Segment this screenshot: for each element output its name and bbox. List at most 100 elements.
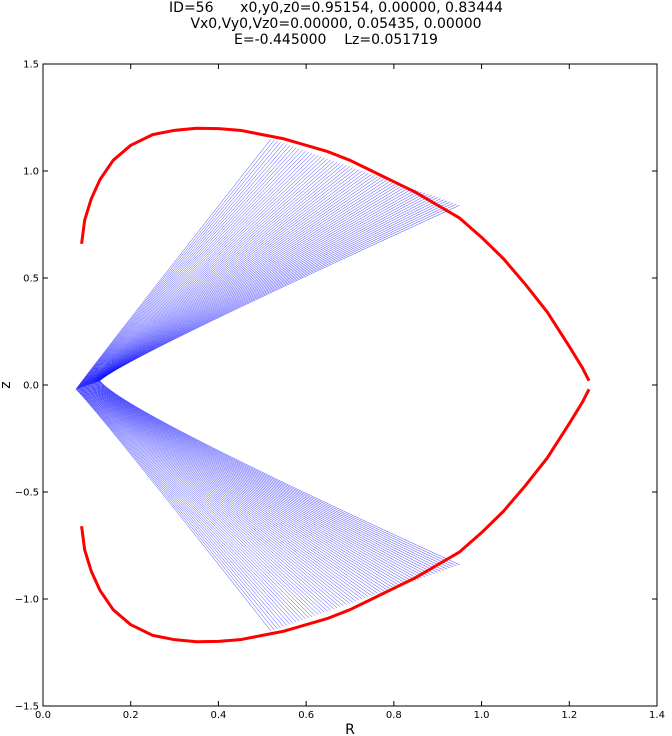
orbit-segment bbox=[80, 387, 309, 619]
orbit-segment bbox=[96, 381, 435, 574]
tick-layer: 0.0 0.2 0.4 0.6 0.8 1.0 1.2 1.4 −1.5 −1.0 −0.5 0.0 0… bbox=[15, 60, 665, 722]
y-axis-label: z bbox=[0, 381, 14, 388]
orbit-segment bbox=[94, 382, 423, 579]
title-line-3: E=-0.445000 Lz=0.051719 bbox=[234, 32, 438, 48]
orbit-segment bbox=[84, 385, 341, 607]
orbit-segment bbox=[88, 384, 375, 595]
orbit-segment bbox=[89, 384, 382, 593]
orbit-segment bbox=[82, 386, 325, 613]
orbit-segment bbox=[82, 386, 322, 614]
orbit-segment bbox=[81, 154, 316, 388]
orbit-segment bbox=[76, 139, 275, 390]
orbit-segment bbox=[85, 385, 350, 604]
orbit-segment bbox=[85, 385, 347, 605]
x-tick-label: 0.2 bbox=[123, 710, 139, 721]
orbit-segment bbox=[78, 387, 297, 623]
orbit-segment bbox=[82, 156, 322, 388]
boundary-curve-lower bbox=[80, 388, 591, 644]
x-tick-label: 1.0 bbox=[474, 710, 490, 721]
orbit-segment bbox=[78, 146, 294, 389]
orbit-series bbox=[75, 138, 460, 632]
y-tick-label: −0.5 bbox=[15, 488, 39, 499]
orbit-segment bbox=[92, 382, 407, 584]
x-tick-label: 0.6 bbox=[298, 710, 314, 721]
orbit-segment bbox=[90, 383, 388, 591]
orbit-segment bbox=[99, 205, 460, 381]
orbit-segment bbox=[83, 386, 335, 610]
y-tick-label: 0.5 bbox=[23, 274, 39, 285]
orbit-segment bbox=[79, 149, 303, 389]
orbit-segment bbox=[79, 387, 300, 622]
title-line-1: ID=56 x0,y0,z0=0.95154, 0.00000, 0.83444 bbox=[169, 0, 503, 16]
orbit-segment bbox=[92, 383, 401, 586]
orbit-segment bbox=[86, 385, 360, 601]
orbit-segment bbox=[81, 387, 316, 616]
orbit-segment bbox=[95, 382, 426, 578]
orbit-segment bbox=[91, 383, 394, 589]
orbit-segment bbox=[87, 384, 366, 599]
orbit-segment bbox=[80, 387, 306, 620]
x-tick-label: 1.2 bbox=[561, 710, 577, 721]
orbit-segment bbox=[88, 384, 369, 598]
orbit-segment bbox=[92, 383, 404, 585]
orbit-segment bbox=[97, 381, 445, 571]
x-axis-label: R bbox=[345, 722, 355, 736]
orbit-segment bbox=[96, 196, 435, 383]
orbit-segment bbox=[75, 389, 272, 632]
orbit-segment bbox=[86, 385, 357, 602]
orbit-segment bbox=[76, 140, 278, 390]
orbit-segment bbox=[96, 381, 432, 575]
orbit-segment bbox=[98, 380, 451, 569]
y-tick-label: 0.0 bbox=[23, 381, 39, 392]
orbit-segment bbox=[80, 150, 306, 388]
orbit-segment bbox=[83, 386, 331, 611]
y-tick-label: −1.5 bbox=[15, 702, 39, 713]
orbit-segment bbox=[80, 153, 313, 388]
orbit-segment bbox=[78, 388, 291, 625]
y-tick-label: 1.5 bbox=[23, 60, 39, 71]
orbit-segment bbox=[88, 384, 372, 596]
boundary-curve-upper bbox=[80, 126, 591, 382]
x-tick-label: 0.8 bbox=[386, 710, 402, 721]
x-tick-label: 0.0 bbox=[35, 710, 51, 721]
orbit-segment bbox=[78, 147, 297, 389]
orbit-segment bbox=[98, 381, 448, 570]
orbit-segment bbox=[99, 380, 454, 568]
orbit-segment bbox=[97, 197, 438, 382]
orbit-segment bbox=[87, 384, 363, 600]
orbit-segment bbox=[77, 388, 287, 626]
orbit-segment bbox=[89, 384, 379, 594]
orbit-segment bbox=[81, 155, 319, 388]
x-tick-label: 1.4 bbox=[649, 710, 665, 721]
plot-area bbox=[75, 126, 591, 644]
orbit-segment bbox=[94, 382, 419, 580]
orbit-segment bbox=[82, 386, 328, 612]
orbit-segment bbox=[95, 381, 429, 577]
orbit-segment bbox=[94, 382, 416, 581]
orbit-segment bbox=[99, 380, 457, 567]
orbit-segment bbox=[86, 385, 353, 603]
orbit-segment bbox=[91, 383, 397, 588]
orbit-segment bbox=[79, 387, 303, 621]
orbit-segment bbox=[76, 388, 278, 630]
orbit-segment bbox=[93, 382, 413, 582]
orbit-segment bbox=[93, 382, 410, 583]
y-tick-label: 1.0 bbox=[23, 167, 39, 178]
orbit-segment bbox=[76, 142, 281, 390]
orbit-segment bbox=[99, 203, 457, 382]
orbit-segment bbox=[77, 143, 284, 389]
orbit-segment bbox=[76, 388, 275, 631]
orbit-segment bbox=[78, 388, 294, 624]
chart-title: ID=56 x0,y0,z0=0.95154, 0.00000, 0.83444… bbox=[0, 0, 672, 48]
orbit-segment bbox=[84, 386, 338, 609]
title-line-2: Vx0,Vy0,Vz0=0.00000, 0.05435, 0.00000 bbox=[190, 16, 482, 32]
orbit-segment bbox=[84, 385, 344, 606]
orbit-segment bbox=[90, 383, 391, 590]
x-tick-label: 0.4 bbox=[210, 710, 226, 721]
orbit-segment bbox=[96, 195, 432, 383]
orbit-segment bbox=[81, 386, 319, 615]
orbit-segment bbox=[78, 145, 291, 389]
orbit-segment bbox=[75, 138, 272, 390]
orbit-segment bbox=[97, 381, 438, 573]
